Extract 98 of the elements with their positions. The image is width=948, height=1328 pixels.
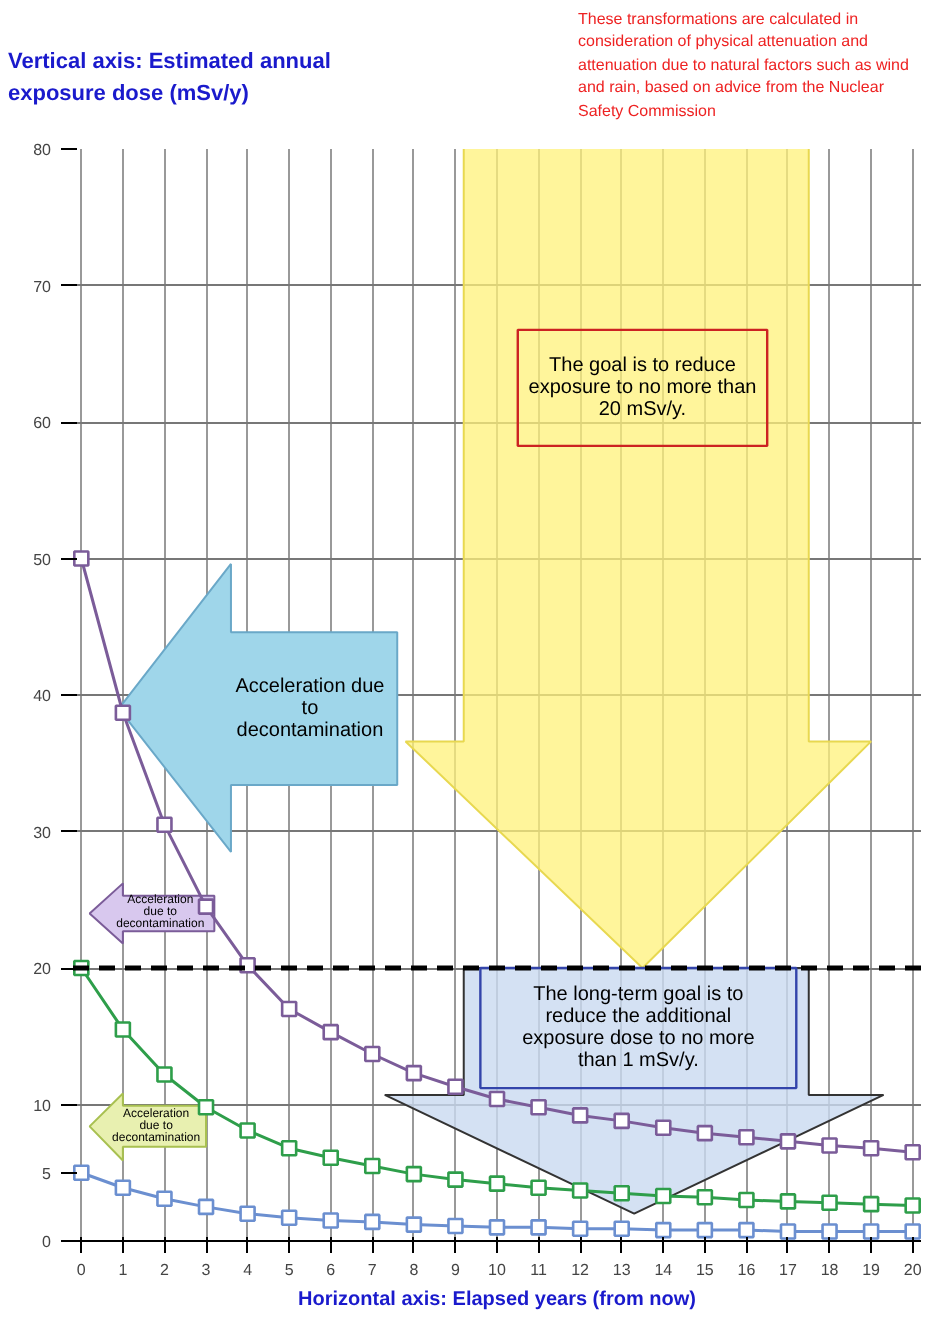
point (197, 1198, 215, 1216)
point (654, 1119, 672, 1137)
point (738, 1129, 755, 1146)
point (405, 1216, 423, 1234)
point (239, 1122, 256, 1139)
x-tick-label: 8 (409, 1261, 420, 1280)
y-tick-label: 80 (33, 141, 53, 160)
x-tick-label: 13 (612, 1261, 632, 1280)
point (197, 1099, 215, 1116)
y-tick-label: 0 (42, 1233, 53, 1252)
y-tick-label: 50 (33, 550, 53, 569)
point (821, 1223, 838, 1240)
point (488, 1090, 506, 1108)
point (696, 1189, 714, 1206)
point (363, 1157, 381, 1175)
point (862, 1223, 880, 1240)
point (322, 1024, 340, 1041)
point (530, 1099, 547, 1116)
point (405, 1065, 423, 1082)
point (114, 1021, 132, 1038)
y-tick-label: 70 (33, 277, 53, 296)
x-tick-label: 16 (737, 1261, 757, 1280)
y-tick-label: 10 (33, 1096, 53, 1115)
point (447, 1217, 464, 1235)
point (904, 1223, 921, 1240)
x-tick-label: 11 (530, 1261, 548, 1280)
point (862, 1196, 880, 1213)
x-tick-label: 4 (243, 1261, 254, 1280)
point (821, 1137, 838, 1154)
point (280, 1000, 298, 1018)
point (862, 1140, 880, 1157)
point (488, 1219, 506, 1236)
x-tick-label: 5 (284, 1261, 295, 1280)
annotation: The goal is to reduce exposure to no more than 20 mSv/y. (528, 355, 757, 422)
point (613, 1220, 631, 1238)
point (821, 1194, 838, 1212)
point (114, 704, 132, 722)
x-tick-label: 1 (118, 1261, 129, 1280)
point (904, 1144, 921, 1161)
point (571, 1107, 589, 1124)
point (280, 1140, 298, 1157)
x-tick-label: 20 (903, 1261, 923, 1280)
y-tick-label: 60 (33, 414, 53, 433)
point (447, 1078, 464, 1096)
point (73, 550, 90, 568)
x-tick-label: 12 (571, 1261, 591, 1280)
point (322, 1212, 340, 1230)
x-tick-label: 9 (450, 1261, 461, 1280)
point (654, 1222, 672, 1239)
y-tick-label: 20 (33, 960, 53, 979)
x-tick-label: 7 (367, 1261, 378, 1280)
point (654, 1187, 672, 1205)
point (156, 816, 173, 834)
point (73, 1164, 90, 1182)
point (738, 1191, 755, 1209)
point (530, 1219, 547, 1236)
point (696, 1222, 714, 1239)
text: These transformations are calculated in consideration of physical attenuation and attenuation due to natural factors such as wind and rain, based on advice from the Nuclear Safety Commission (578, 8, 911, 123)
point (488, 1175, 506, 1193)
point (738, 1222, 755, 1239)
y-tick-label: 30 (33, 823, 53, 842)
x-tick-label: 14 (654, 1261, 674, 1280)
y-tick-label: 40 (33, 687, 53, 706)
point (405, 1166, 423, 1183)
x-tick-label: 15 (695, 1261, 715, 1280)
x-tick-label: 18 (820, 1261, 840, 1280)
point (779, 1223, 797, 1240)
point (156, 1190, 173, 1208)
annotation: Acceleration due to decontamination (235, 675, 386, 742)
point (197, 898, 215, 916)
point (156, 1066, 173, 1083)
point (571, 1220, 589, 1238)
point (363, 1213, 381, 1231)
point (363, 1045, 381, 1063)
x-axis-title: Horizontal axis: Elapsed years (from now) (298, 1289, 696, 1312)
x-tick-label: 10 (488, 1261, 507, 1280)
point (779, 1193, 797, 1210)
point (280, 1209, 298, 1227)
point (779, 1133, 797, 1150)
x-tick-label: 0 (76, 1261, 87, 1280)
point (114, 1179, 132, 1197)
point (239, 1205, 256, 1223)
y-axis-title: Vertical axis: Estimated annual exposure dose (mSv/y) (8, 48, 333, 110)
x-tick-label: 17 (779, 1261, 798, 1280)
x-tick-label: 6 (326, 1261, 337, 1280)
x-tick-label: 3 (201, 1261, 212, 1280)
point (904, 1197, 921, 1215)
point (447, 1171, 464, 1189)
point (322, 1149, 340, 1167)
y-tick-label: 5 (42, 1164, 53, 1183)
point (696, 1125, 714, 1142)
point (571, 1182, 589, 1200)
point (613, 1185, 631, 1202)
x-tick-label: 2 (160, 1261, 170, 1280)
point (530, 1179, 547, 1197)
annotation: The long-term goal is to reduce the additional exposure dose to no more than 1 mSv/y. (522, 984, 756, 1073)
point (613, 1112, 631, 1130)
x-tick-label: 19 (862, 1261, 882, 1280)
